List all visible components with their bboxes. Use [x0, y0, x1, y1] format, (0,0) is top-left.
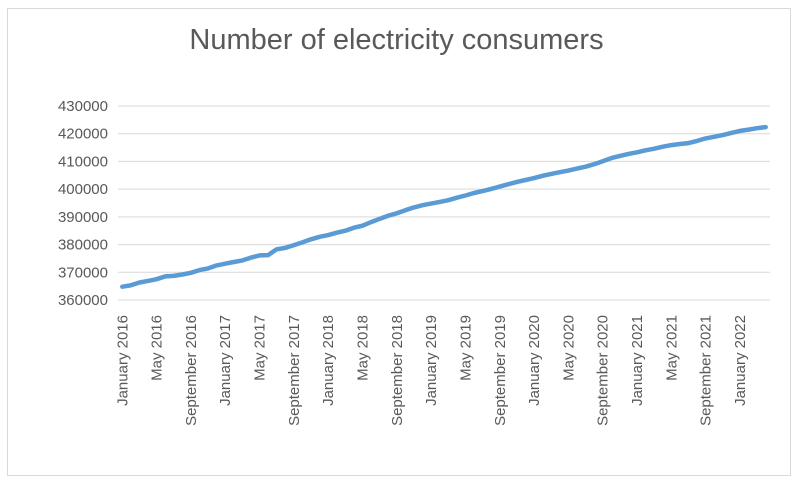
- x-tick-label: September 2019: [492, 315, 509, 426]
- x-tick-label: January 2017: [217, 315, 234, 406]
- x-tick-label: May 2021: [663, 315, 680, 381]
- x-tick-label: January 2016: [114, 315, 131, 406]
- x-tick-label: September 2020: [595, 315, 612, 426]
- x-tick-label: January 2018: [320, 315, 337, 406]
- x-tick-label: January 2022: [732, 315, 749, 406]
- series-line-layer: [120, 124, 768, 289]
- chart-title: Number of electricity consumers: [189, 24, 604, 56]
- x-tick-label: January 2021: [629, 315, 646, 406]
- x-tick-label: January 2020: [526, 315, 543, 406]
- x-tick-label: May 2016: [149, 315, 166, 381]
- x-tick-label: May 2020: [560, 315, 577, 381]
- series-line: [120, 124, 768, 289]
- x-tick-label: May 2019: [457, 315, 474, 381]
- x-tick-label: September 2016: [183, 315, 200, 426]
- y-tick-label: 360000: [58, 292, 108, 309]
- y-tick-label: 390000: [58, 209, 108, 226]
- chart-frame: [7, 8, 791, 476]
- x-tick-label: January 2019: [423, 315, 440, 406]
- y-tick-label: 410000: [58, 153, 108, 170]
- y-tick-label: 380000: [58, 237, 108, 254]
- x-tick-label: September 2021: [698, 315, 715, 426]
- y-tick-label: 400000: [58, 181, 108, 198]
- y-tick-label: 370000: [58, 264, 108, 281]
- x-tick-label: May 2017: [252, 315, 269, 381]
- x-tick-label: May 2018: [355, 315, 372, 381]
- x-tick-label: September 2018: [389, 315, 406, 426]
- gridlines: [118, 105, 770, 301]
- y-tick-label: 420000: [58, 126, 108, 143]
- y-tick-label: 430000: [58, 98, 108, 115]
- x-axis-tick-labels: January 2016 May 2016 September 2016 Januar…: [114, 315, 749, 426]
- y-axis-tick-labels: 430000 420000 410000 400000 390000 380000 3700…: [58, 98, 108, 309]
- x-tick-label: September 2017: [286, 315, 303, 426]
